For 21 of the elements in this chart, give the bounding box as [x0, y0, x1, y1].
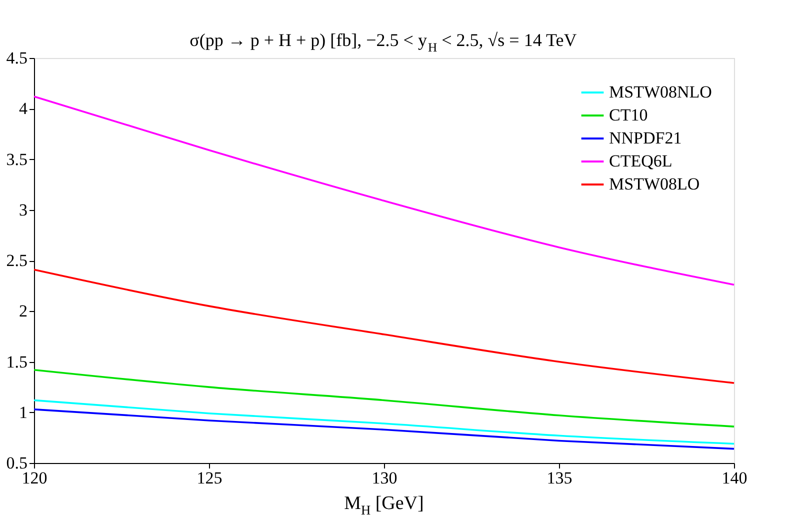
- x-tick-label: 140: [722, 468, 748, 488]
- line-series: [33, 268, 735, 384]
- x-tick-label: 135: [546, 468, 572, 488]
- y-tick-label: 2.5: [6, 251, 28, 270]
- y-tick-label: 4: [19, 99, 28, 118]
- y-tick-label: 1: [19, 402, 28, 422]
- line-series: [33, 399, 735, 445]
- legend-label: CT10: [609, 106, 648, 124]
- x-tick-label: 130: [372, 468, 398, 488]
- y-tick-label: 3.5: [6, 150, 28, 169]
- legend-label: CTEQ6L: [609, 152, 672, 170]
- line-series: [33, 368, 735, 428]
- y-tick-label: 2: [19, 302, 28, 321]
- legend-label: NNPDF21: [609, 128, 682, 148]
- legend-label: MSTW08NLO: [609, 82, 712, 102]
- y-tick-label: 1.5: [6, 352, 28, 372]
- legend-label: MSTW08LO: [609, 174, 700, 194]
- x-tick-label: 125: [196, 468, 222, 488]
- line-series: [33, 408, 735, 450]
- y-tick-label: 3: [19, 200, 28, 220]
- y-tick-label: 4.5: [6, 48, 28, 68]
